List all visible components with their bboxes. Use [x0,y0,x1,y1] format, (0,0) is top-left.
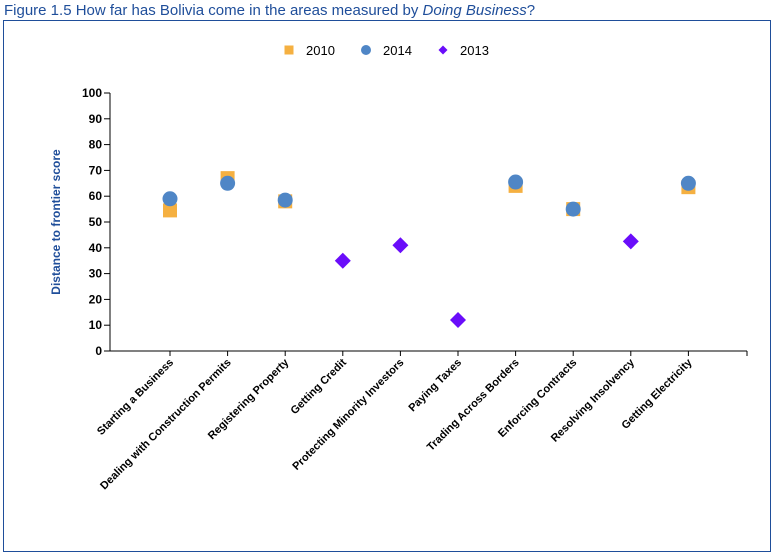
legend-marker-2014 [361,45,371,55]
point-2010-0 [163,203,177,218]
y-tick-label: 10 [89,318,103,332]
x-tick-label: Getting Credit [289,356,350,417]
figure-title: Figure 1.5 How far has Bolivia come in t… [4,2,535,20]
legend-label-2010: 2010 [306,43,335,58]
y-tick-label: 40 [89,241,103,255]
y-tick-label: 20 [89,292,103,306]
x-tick-label: Trading Across Borders [425,357,522,454]
x-tick-label: Dealing with Construction Permits [98,357,234,493]
point-2014-7 [565,201,581,217]
point-2013-3 [334,252,351,269]
y-tick-label: 30 [89,267,103,281]
chart-frame [3,20,771,552]
y-tick-label: 60 [89,189,103,203]
legend-label-2013: 2013 [460,43,489,58]
point-2014-6 [508,174,524,190]
figure-title-italic: Doing Business [422,2,527,19]
y-tick-label: 0 [95,344,102,358]
y-tick-label: 100 [82,86,102,100]
point-2014-0 [162,191,178,207]
y-tick-label: 90 [89,112,103,126]
point-2014-9 [680,175,696,191]
point-2014-1 [220,175,236,191]
figure-title-suffix: ? [526,2,536,19]
legend-label-2014: 2014 [383,43,412,58]
x-tick-label: Paying Taxes [406,357,464,415]
data-points [162,171,696,329]
point-2014-2 [277,192,293,208]
y-axis: 0 10 20 30 40 50 60 70 80 90 100 [82,86,111,358]
point-2013-5 [450,312,466,329]
legend: 2010 2014 2013 [284,43,489,58]
legend-marker-2010 [284,45,294,55]
figure-title-prefix: Figure 1.5 How far has Bolivia come in t… [4,2,423,19]
y-tick-label: 70 [89,163,103,177]
point-2013-8 [622,233,639,250]
y-axis-label: Distance to frontier score [49,149,63,295]
x-tick-label: Protecting Minority Investors [290,357,406,473]
y-tick-label: 80 [89,138,103,152]
point-2013-4 [392,237,409,254]
y-tick-label: 50 [89,215,103,229]
legend-marker-2013 [438,45,448,55]
